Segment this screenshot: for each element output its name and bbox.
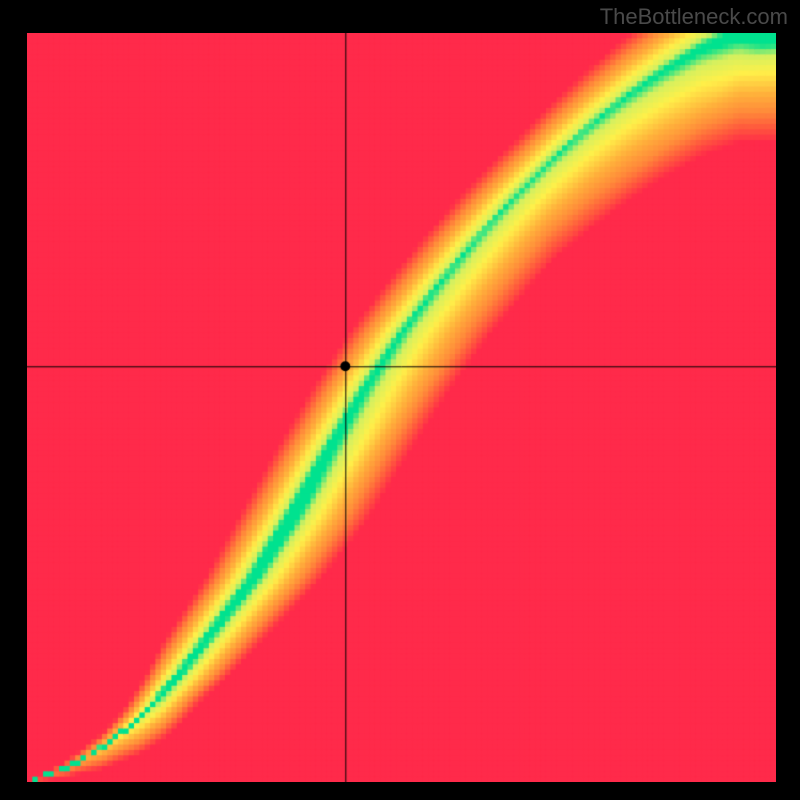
chart-container: TheBottleneck.com [0, 0, 800, 800]
watermark-text: TheBottleneck.com [600, 4, 788, 30]
bottleneck-heatmap [27, 33, 776, 782]
